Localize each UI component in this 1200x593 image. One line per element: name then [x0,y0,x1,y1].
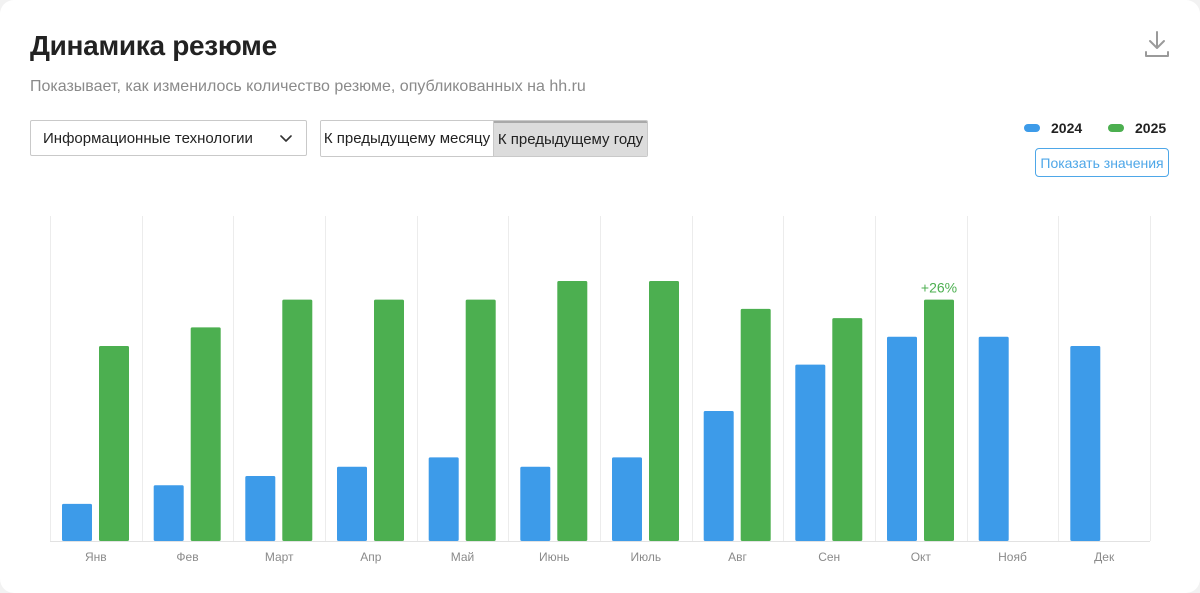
legend-label-2024: 2024 [1051,120,1083,136]
download-icon[interactable] [1144,30,1170,58]
industry-select[interactable]: Информационные технологии [30,120,307,156]
legend-item-2025: 2025 [1108,120,1166,136]
bar-2024-3 [245,476,276,541]
bar-2025-9 [832,318,863,541]
legend-item-2024: 2024 [1024,120,1082,136]
bar-2025-1 [99,346,129,541]
x-tick-label: Сен [818,550,840,564]
bar-2025-2 [190,327,221,541]
compare-prev-year-button[interactable]: К предыдущему году [494,121,647,156]
legend-label-2025: 2025 [1135,120,1167,136]
bar-2024-1 [62,503,92,541]
bar-2024-2 [153,485,184,541]
x-tick-label: Нояб [998,550,1027,564]
bar-2025-4 [374,299,404,541]
bar-2025-5 [465,299,496,541]
bar-2024-6 [520,466,551,541]
bar-annotation: +26% [921,280,957,296]
bar-2024-5 [428,457,459,541]
legend-swatch-2025 [1108,124,1124,132]
x-tick-label: Май [451,550,475,564]
bar-2024-4 [337,466,367,541]
bar-2024-10 [887,336,917,541]
bar-2024-12 [1070,346,1101,541]
bar-2024-9 [795,364,826,541]
bar-2025-6 [557,281,588,541]
show-values-button[interactable]: Показать значения [1035,148,1169,177]
bar-2025-3 [282,299,313,541]
bar-2024-11 [978,336,1009,541]
bar-2025-7 [649,281,679,541]
compare-toggle: К предыдущему месяцу К предыдущему году [320,120,648,157]
x-tick-label: Апр [360,550,382,564]
x-tick-label: Авг [728,550,747,564]
x-tick-label: Июль [630,550,661,564]
x-tick-label: Янв [85,550,107,564]
bar-2025-8 [740,308,771,541]
x-tick-label: Дек [1094,550,1115,564]
page-subtitle: Показывает, как изменилось количество ре… [30,78,586,95]
page-title: Динамика резюме [30,30,277,61]
x-tick-label: Март [265,550,294,564]
legend-swatch-2024 [1024,124,1040,132]
bar-2025-10 [924,299,954,541]
compare-prev-month-button[interactable]: К предыдущему месяцу [321,121,494,156]
x-tick-label: Окт [911,550,932,564]
industry-select-value: Информационные технологии [43,129,253,147]
bar-2024-7 [612,457,642,541]
x-tick-label: Фев [176,550,198,564]
x-tick-label: Июнь [539,550,570,564]
chevron-down-icon [280,135,292,142]
bar-2024-8 [703,411,734,541]
